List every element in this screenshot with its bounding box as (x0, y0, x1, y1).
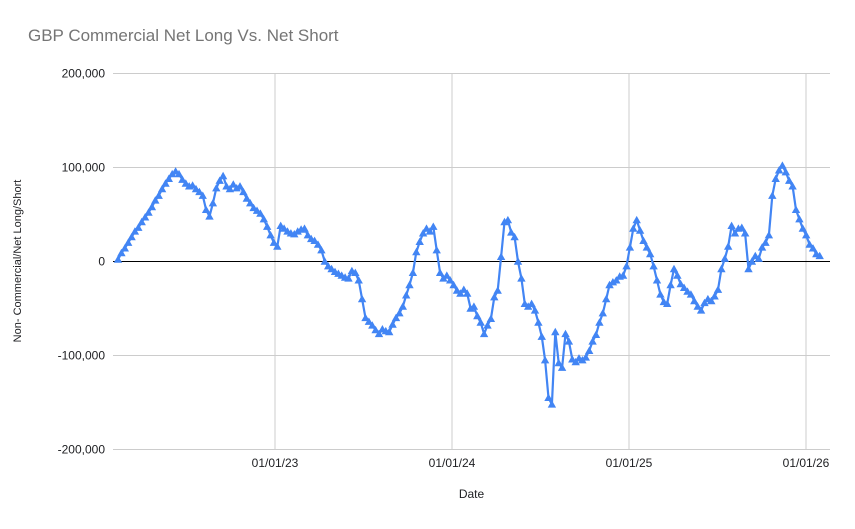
x-tick-label: 01/01/25 (606, 456, 653, 470)
series-line (116, 164, 821, 406)
y-tick-label: -200,000 (58, 443, 106, 457)
y-tick-label: -100,000 (58, 349, 106, 363)
x-tick-label: 01/01/26 (783, 456, 830, 470)
series-markers (113, 161, 824, 408)
chart-title: GBP Commercial Net Long Vs. Net Short (28, 26, 339, 45)
x-tick-label: 01/01/23 (252, 456, 299, 470)
x-axis-title: Date (458, 487, 485, 501)
y-tick-label: 200,000 (62, 67, 106, 81)
x-tick-label: 01/01/24 (429, 456, 476, 470)
y-tick-label: 100,000 (62, 161, 106, 175)
y-tick-label: 0 (98, 255, 105, 269)
y-axis-title: Non- Commercial/Net Long/Short (12, 179, 24, 343)
